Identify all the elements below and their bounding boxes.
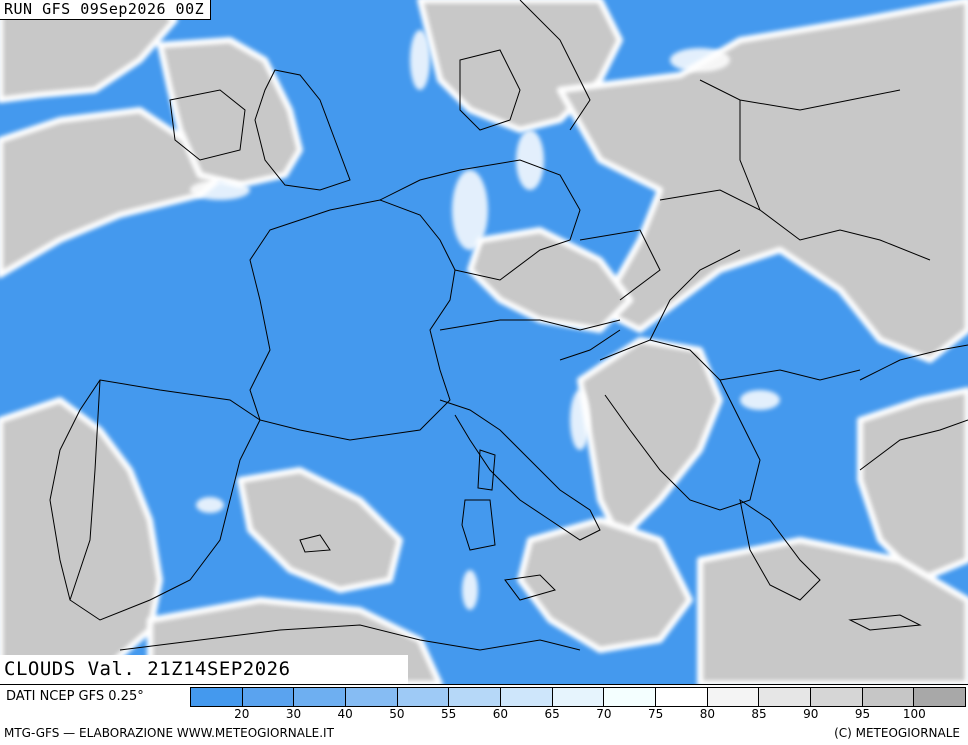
legend-swatch xyxy=(656,688,708,706)
cloud-british-isles xyxy=(157,37,303,188)
legend-tick-label: 20 xyxy=(234,707,250,721)
legend-swatch xyxy=(914,688,966,706)
cloud-south-italy xyxy=(517,517,693,653)
color-scale-labels: 20 30 40 50 55 60 65 70 75 80 85 90 95 100 xyxy=(190,707,966,723)
legend-swatch xyxy=(759,688,812,706)
cloud-regions xyxy=(0,0,968,684)
legend-swatch xyxy=(242,688,295,706)
legend-tick-label: 30 xyxy=(285,707,302,721)
legend-swatch xyxy=(501,688,553,706)
legend-tick-label: 55 xyxy=(441,707,457,721)
cloud-iberia xyxy=(0,397,163,684)
legend-tick-label: 100 xyxy=(902,707,926,721)
cloud-east-med-south xyxy=(697,537,968,684)
credit-left: MTG-GFS — ELABORAZIONE WWW.METEOGIORNALE… xyxy=(4,726,334,740)
cloud-patches xyxy=(190,30,780,610)
cloud-anatolia xyxy=(857,387,968,583)
legend-swatch xyxy=(707,688,760,706)
color-scale-bar xyxy=(190,687,966,707)
legend-tick-label: 40 xyxy=(337,707,353,721)
legend-tick-label: 65 xyxy=(544,707,560,721)
cloud-cover-map[interactable]: RUN GFS 09Sep2026 00Z CLOUDS Val. 21Z14S… xyxy=(0,0,968,684)
legend-swatch xyxy=(346,688,398,706)
legend-swatch xyxy=(862,688,915,706)
legend-tick-label: 95 xyxy=(854,707,871,721)
cloud-iberia-east xyxy=(237,467,403,593)
run-label: RUN GFS 09Sep2026 00Z xyxy=(0,0,212,20)
legend-swatch xyxy=(552,688,605,706)
valid-time-label: CLOUDS Val. 21Z14SEP2026 xyxy=(0,655,408,684)
legend-swatch xyxy=(294,688,347,706)
legend-footer: DATI NCEP GFS 0.25° 20 30 40 50 55 60 65 70 75 80… xyxy=(0,684,968,745)
credit-right: (C) METEOGIORNALE xyxy=(834,726,960,740)
legend-swatch xyxy=(449,688,502,706)
legend-tick-label: 60 xyxy=(492,707,509,721)
legend-tick-label: 90 xyxy=(803,707,819,721)
legend-swatch xyxy=(604,688,657,706)
legend-tick-label: 80 xyxy=(699,707,715,721)
legend-swatch xyxy=(811,688,863,706)
cloud-eastern-europe xyxy=(557,0,968,363)
map-canvas[interactable] xyxy=(0,0,968,684)
country-borders xyxy=(49,0,968,651)
legend-swatch xyxy=(397,688,450,706)
legend-tick-label: 85 xyxy=(751,707,767,721)
cloud-alps xyxy=(467,227,633,333)
legend-tick-label: 75 xyxy=(647,707,664,721)
data-source-label: DATI NCEP GFS 0.25° xyxy=(6,689,144,704)
legend-swatch xyxy=(191,688,243,706)
legend-tick-label: 70 xyxy=(596,707,612,721)
legend-tick-label: 50 xyxy=(389,707,405,721)
